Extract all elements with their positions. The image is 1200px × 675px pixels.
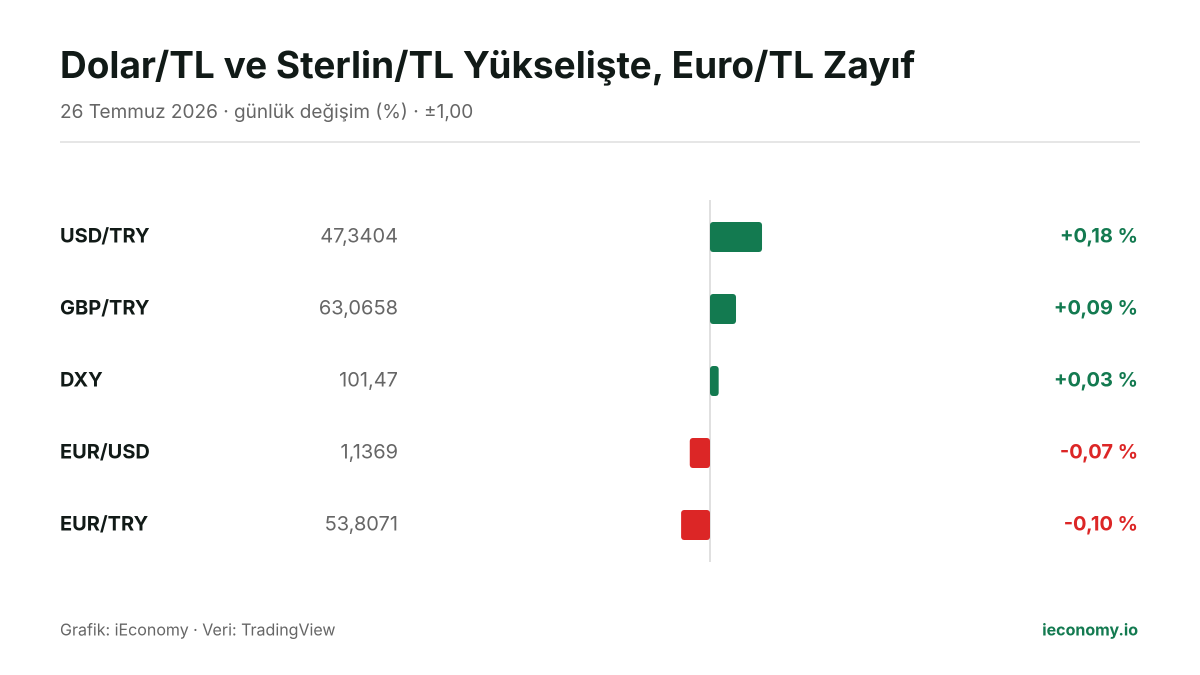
value-label: -0,07 % [1060, 439, 1138, 463]
brand: ieconomy.io [1042, 619, 1138, 639]
category-label: GBP/TRY [60, 295, 150, 319]
price-label: 47,3404 [320, 223, 398, 247]
bar [710, 222, 763, 252]
bar [681, 510, 710, 540]
price-label: 53,8071 [325, 511, 398, 535]
price-label: 1,1369 [341, 439, 398, 463]
chart-title: Dolar/TL ve Sterlin/TL Yükselişte, Euro/… [60, 42, 916, 87]
category-label: USD/TRY [60, 223, 150, 247]
category-label: DXY [60, 367, 103, 391]
source-note: Grafik: iEconomy · Veri: TradingView [60, 619, 336, 639]
bar [710, 294, 737, 324]
chart-subtitle: 26 Temmuz 2026 · günlük değişim (%) · ±1… [60, 100, 473, 123]
bar [689, 438, 710, 468]
price-label: 101,47 [339, 367, 398, 391]
value-label: +0,09 % [1054, 295, 1138, 319]
value-label: +0,03 % [1054, 367, 1138, 391]
category-label: EUR/TRY [60, 511, 149, 535]
value-label: -0,10 % [1064, 511, 1138, 535]
category-label: EUR/USD [60, 439, 150, 463]
value-label: +0,18 % [1060, 223, 1138, 247]
bar [710, 366, 719, 396]
price-label: 63,0658 [319, 295, 398, 319]
